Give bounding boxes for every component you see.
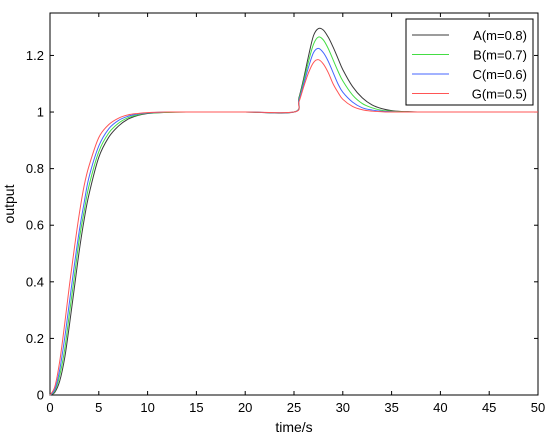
- x-tick-label: 10: [140, 400, 154, 415]
- x-tick-label: 0: [46, 400, 53, 415]
- x-tick-label: 15: [189, 400, 203, 415]
- y-tick-label: 1.2: [26, 48, 44, 63]
- legend: A(m=0.8) B(m=0.7) C(m=0.6) G(m=0.5): [405, 18, 534, 106]
- x-tick-label: 45: [482, 400, 496, 415]
- x-tick-label: 30: [336, 400, 350, 415]
- series-layer: [49, 27, 538, 396]
- y-tick-label: 1: [37, 105, 44, 120]
- y-tick-label: 0: [37, 388, 44, 403]
- y-tick-label: 0.4: [26, 274, 44, 289]
- x-tick-label: 20: [238, 400, 252, 415]
- x-tick-label: 25: [287, 400, 301, 415]
- x-axis-ticks: 0 5 10 15 20 25 30 35 40 45 50: [46, 13, 545, 415]
- legend-label-3: G(m=0.5): [472, 87, 527, 102]
- y-tick-label: 0.8: [26, 161, 44, 176]
- legend-label-2: C(m=0.6): [472, 67, 527, 82]
- x-tick-label: 5: [95, 400, 102, 415]
- y-axis-label: output: [1, 184, 17, 223]
- y-axis-ticks: 0 0.2 0.4 0.6 0.8 1 1.2: [26, 48, 538, 403]
- legend-label-0: A(m=0.8): [473, 28, 527, 43]
- x-tick-label: 50: [531, 400, 545, 415]
- series-line-3: [49, 59, 538, 396]
- x-axis-label: time/s: [275, 419, 312, 435]
- y-tick-label: 0.2: [26, 331, 44, 346]
- x-tick-label: 35: [384, 400, 398, 415]
- y-tick-label: 0.6: [26, 218, 44, 233]
- x-tick-label: 40: [433, 400, 447, 415]
- legend-box: [405, 18, 534, 106]
- legend-label-1: B(m=0.7): [473, 48, 527, 63]
